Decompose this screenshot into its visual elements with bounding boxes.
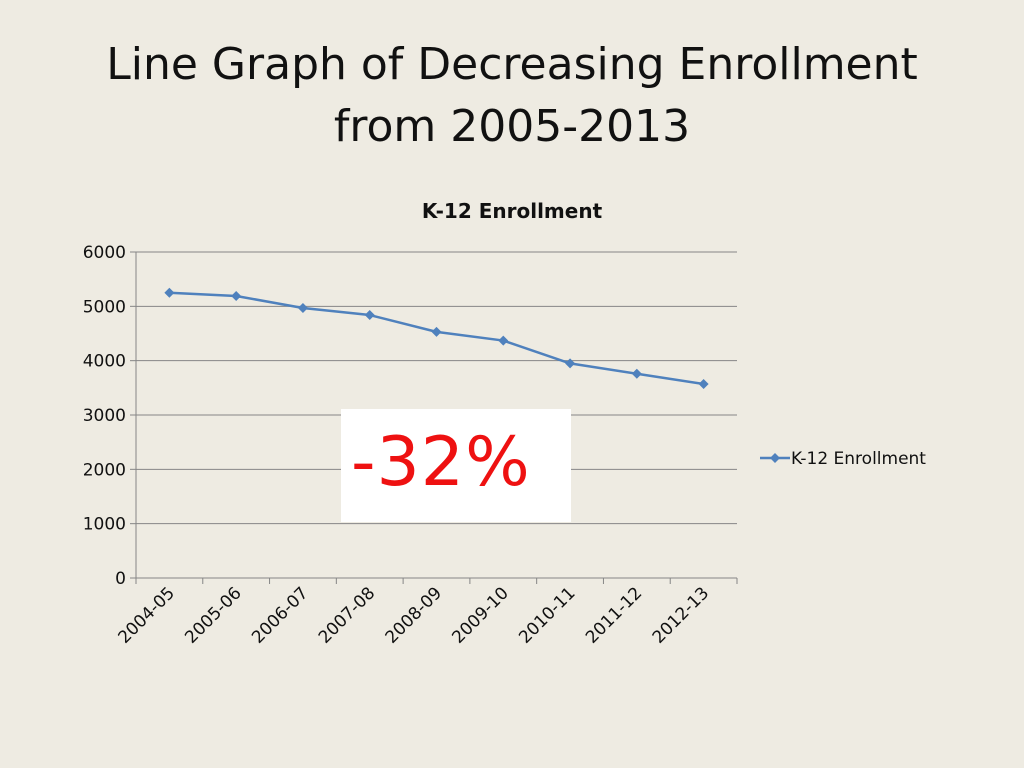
data-point [565,358,576,369]
x-tick-label: 2007-08 [315,583,379,647]
series-layer [164,287,709,390]
chart-title: K-12 Enrollment [422,199,603,223]
x-tick-label: 2012-13 [649,583,713,647]
legend: K-12 Enrollment [760,449,926,469]
y-tick-label: 3000 [83,406,126,426]
x-tick-label: 2008-09 [382,583,446,647]
y-tick-label: 2000 [83,460,126,480]
x-tick-label: 2004-05 [115,583,179,647]
x-tick-label: 2011-12 [582,583,646,647]
slide-title-line-2: from 2005-2013 [333,101,691,152]
y-tick-label: 1000 [83,515,126,535]
data-point [631,368,642,379]
slide-title: Line Graph of Decreasing Enrollment from… [0,34,1024,158]
x-tick-label: 2005-06 [181,583,245,647]
legend-label: K-12 Enrollment [791,449,926,469]
data-point [364,310,375,321]
x-tick-label: 2006-07 [248,583,312,647]
data-point [498,335,509,346]
y-tick-label: 6000 [83,243,126,263]
x-tick-label: 2009-10 [448,583,512,647]
y-tick-label: 5000 [83,297,126,317]
x-tick-label: 2010-11 [515,583,579,647]
y-tick-label: 4000 [83,352,126,372]
slide-title-line-1: Line Graph of Decreasing Enrollment [106,39,918,90]
legend-marker [770,453,780,463]
data-point [231,291,242,302]
y-tick-label: 0 [115,569,126,589]
percent-change-label: -32% [351,423,531,502]
data-point [297,302,308,313]
percent-change-callout: -32% [341,409,571,522]
data-point [164,287,175,298]
data-point [431,326,442,337]
data-point [698,379,709,390]
